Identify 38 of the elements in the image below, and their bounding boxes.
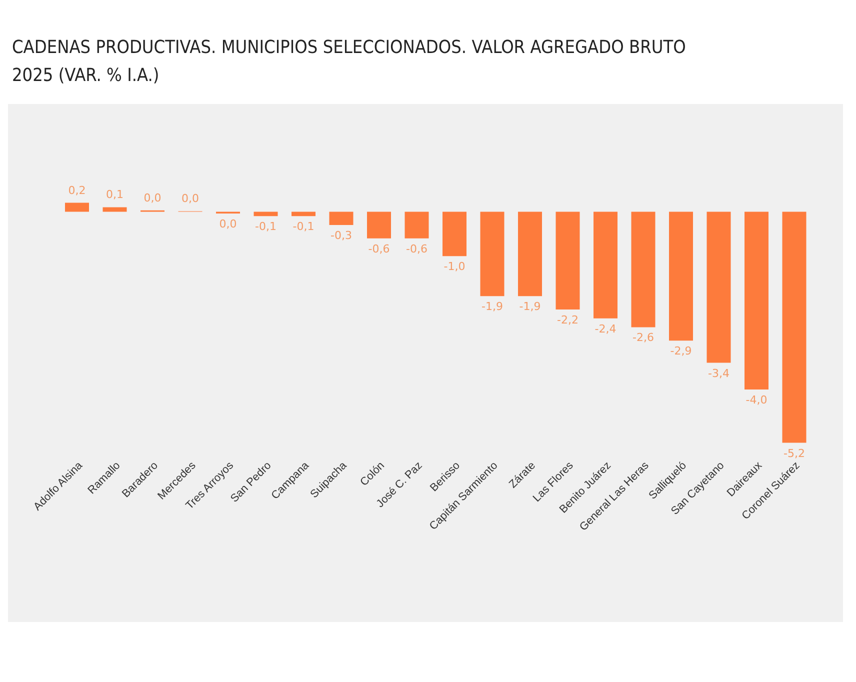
data-label: -2,9 bbox=[670, 344, 692, 358]
data-label: -1,0 bbox=[444, 260, 466, 274]
data-label: -1,9 bbox=[519, 300, 541, 314]
data-label: -2,2 bbox=[557, 313, 578, 326]
data-label: -2,6 bbox=[632, 331, 654, 344]
data-label: -3,4 bbox=[708, 366, 730, 380]
data-label: 0,0 bbox=[144, 191, 162, 204]
data-label: 0,1 bbox=[106, 188, 124, 202]
bar bbox=[744, 212, 768, 390]
bar bbox=[329, 212, 354, 226]
bar bbox=[404, 212, 429, 238]
data-label: -0,3 bbox=[330, 229, 352, 242]
data-label: -0,1 bbox=[255, 220, 276, 234]
bar bbox=[102, 207, 127, 212]
bar bbox=[480, 212, 504, 296]
bar bbox=[782, 212, 806, 443]
bar bbox=[631, 212, 656, 328]
bar bbox=[367, 212, 391, 238]
bar bbox=[518, 212, 542, 296]
bar bbox=[669, 212, 693, 341]
data-label: -2,4 bbox=[594, 322, 616, 336]
data-label: 0,0 bbox=[182, 192, 199, 206]
bar bbox=[254, 212, 278, 216]
data-label: -0,1 bbox=[292, 220, 314, 234]
data-label: -4,0 bbox=[746, 393, 768, 406]
data-label: -0,6 bbox=[368, 242, 390, 256]
bar bbox=[706, 212, 731, 363]
data-label: 0,2 bbox=[68, 184, 86, 197]
data-label: -5,2 bbox=[784, 446, 805, 460]
data-label: 0,0 bbox=[219, 217, 237, 230]
bar bbox=[292, 212, 316, 216]
data-label: -0,6 bbox=[406, 242, 428, 256]
bar bbox=[594, 212, 618, 318]
bar bbox=[442, 212, 466, 256]
bar bbox=[65, 202, 89, 212]
data-label: -1,9 bbox=[482, 300, 503, 314]
bar bbox=[556, 212, 580, 310]
chart-title: CADENAS PRODUCTIVAS. MUNICIPIOS SELECCIONADOS. VALOR AGREGADO BRUTO 2025 (VAR. % I.A.) bbox=[11, 36, 687, 88]
